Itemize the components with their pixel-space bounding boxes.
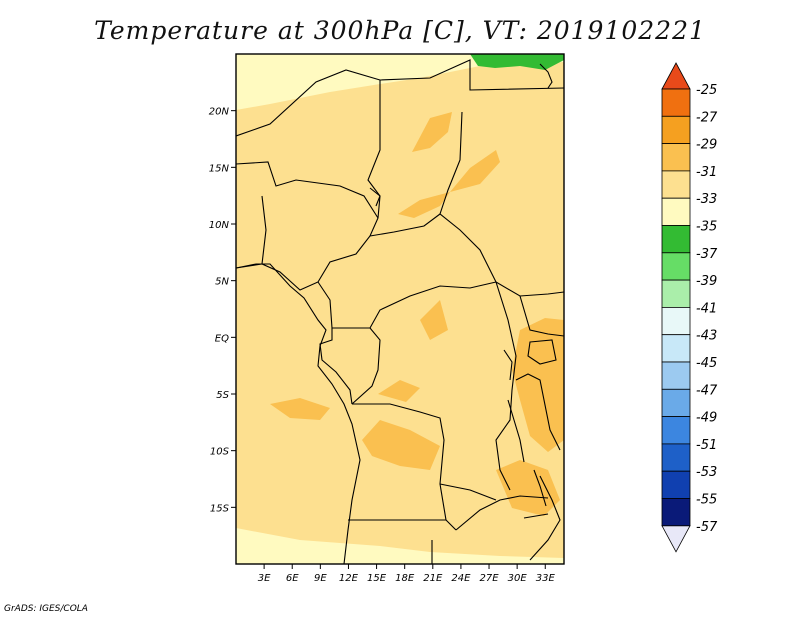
colorbar-swatch: [661, 334, 691, 363]
colorbar-label: -25: [696, 83, 717, 98]
warm-blob-3: [398, 192, 450, 218]
lat-tick-label: 15N: [209, 163, 230, 174]
border-congo: [351, 327, 381, 405]
colorbar-label: -39: [696, 274, 717, 289]
coastline-west: [236, 263, 361, 564]
colorbar-label: -49: [696, 411, 717, 426]
lon-tick-label: 30E: [508, 573, 528, 584]
colorbar-label: -35: [696, 220, 717, 235]
lake-victoria: [527, 339, 557, 365]
lon-tick-label: 9E: [314, 573, 327, 584]
warm-blob-1: [412, 112, 452, 152]
colorbar-swatch: [661, 416, 691, 445]
colorbar-label: -53: [696, 465, 717, 480]
lake-kariba: [523, 513, 549, 519]
colorbar-swatch: [661, 197, 691, 226]
border-car-sudan: [369, 213, 564, 297]
colorbar-swatch: [661, 443, 691, 472]
colorbar-label: -57: [696, 520, 718, 535]
colorbar-swatch: [661, 115, 691, 145]
warm-blob-southeast: [496, 460, 560, 516]
colorbar-label: -43: [696, 329, 717, 344]
grads-credit: GrADS: IGES/COLA: [4, 604, 88, 614]
lat-tick-label: EQ: [215, 333, 229, 344]
colorbar-label: -45: [696, 356, 717, 371]
nile-delta: [539, 63, 553, 89]
colorbar-top-arrow: [661, 62, 691, 90]
colorbar-swatch: [661, 306, 691, 336]
warm-blob-5: [378, 380, 420, 402]
lat-tick-label: 5S: [216, 390, 229, 401]
warm-blob-4: [362, 420, 440, 470]
colorbar-swatch: [661, 498, 691, 527]
warm-blob-east: [512, 318, 564, 452]
lat-tick-label: 20N: [209, 107, 230, 118]
lat-tick-label: 5N: [215, 277, 229, 288]
borders: [236, 59, 564, 564]
chart-title: Temperature at 300hPa [C], VT: 201910222…: [94, 16, 706, 45]
border-zambia-south: [455, 495, 549, 531]
field-green-north: [470, 54, 564, 70]
border-benin: [261, 195, 267, 265]
colorbar-label: -31: [696, 165, 717, 180]
field-cold-south: [236, 528, 564, 564]
lake-chad: [369, 187, 381, 207]
border-drc-angola: [352, 403, 457, 531]
colorbar-label: -47: [696, 383, 718, 398]
colorbar-swatch: [661, 88, 691, 117]
field-cold-north: [236, 54, 564, 110]
border-tanzania: [515, 373, 561, 451]
border-gabon: [319, 328, 353, 405]
colorbar-swatch: [661, 361, 691, 390]
border-drc-east: [495, 281, 517, 491]
colorbar-swatch: [661, 143, 691, 172]
colorbar-swatch: [661, 225, 691, 254]
colorbar-label: -33: [696, 192, 717, 207]
warm-blob-6: [270, 398, 330, 420]
colorbar: -25 -27 -29 -31 -33 -35 -37 -39 -41 -43 -45 -47 -49 -…: [661, 62, 718, 553]
lon-tick-label: 27E: [480, 573, 500, 584]
lon-tick-label: 3E: [258, 573, 271, 584]
lat-tick-label: 15S: [210, 503, 230, 514]
colorbar-label: -55: [696, 493, 717, 508]
border-uganda: [519, 295, 564, 337]
border-chad-sudan: [439, 111, 463, 215]
lon-tick-label: 18E: [395, 573, 415, 584]
colorbar-label: -27: [696, 110, 718, 125]
map-frame: [235, 53, 565, 565]
lon-tick-group: 3E 6E 9E 12E 15E 18E 21E 24E 27E 30E 33E: [258, 564, 556, 584]
lat-tick-group: 20N 15N 10N 5N EQ 5S 10S 15S: [209, 107, 236, 514]
colorbar-swatch: [661, 470, 691, 499]
colorbar-swatch: [661, 252, 691, 281]
lat-tick-label: 10N: [209, 220, 230, 231]
lon-tick-label: 15E: [367, 573, 387, 584]
border-libya-egypt: [379, 59, 564, 91]
border-cameroon-car: [317, 281, 497, 329]
border-zambia-angola: [439, 483, 497, 501]
lon-tick-label: 33E: [536, 573, 556, 584]
lon-tick-label: 24E: [451, 573, 471, 584]
lake-malawi: [533, 469, 547, 507]
colorbar-label: -41: [696, 301, 717, 316]
lat-tick-label: 10S: [210, 447, 230, 458]
warm-blob-7: [420, 300, 448, 340]
colorbar-swatch: [661, 279, 691, 308]
lake-kivu: [503, 349, 513, 381]
colorbar-swatch: [661, 388, 691, 417]
warm-blob-2: [450, 150, 500, 192]
lon-tick-label: 6E: [286, 573, 299, 584]
lon-tick-label: 12E: [339, 573, 359, 584]
colorbar-label: -29: [696, 138, 717, 153]
border-mozambique: [529, 475, 561, 561]
border-nigeria-north: [236, 161, 379, 219]
lon-tick-label: 21E: [423, 573, 443, 584]
temperature-field: [236, 54, 564, 564]
colorbar-bottom-arrow: [661, 525, 691, 553]
colorbar-swatch: [661, 170, 691, 199]
colorbar-label: -51: [696, 438, 717, 453]
colorbar-label: -37: [696, 247, 718, 262]
lake-tanganyika: [507, 399, 525, 463]
